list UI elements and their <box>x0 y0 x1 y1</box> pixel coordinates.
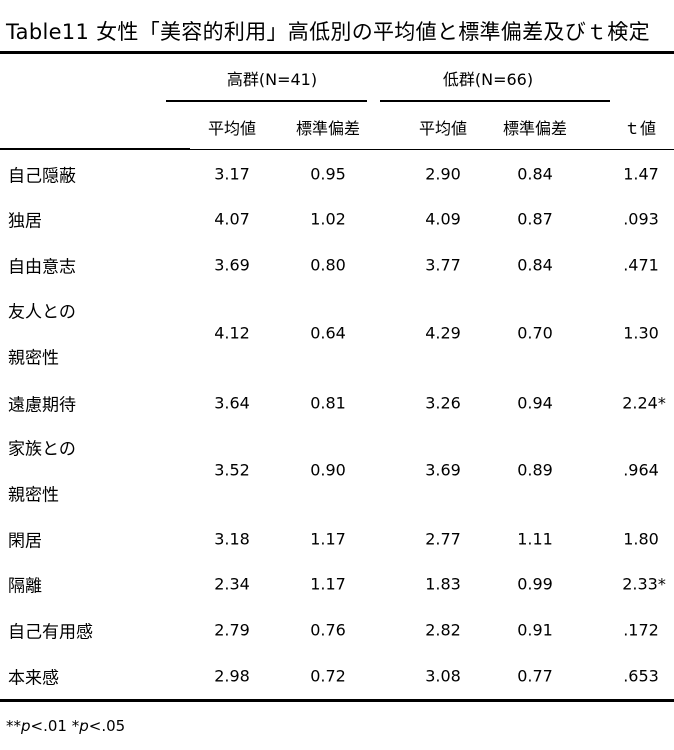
cell-high-mean: 3.69 <box>214 255 250 275</box>
cell-high-sd: 0.80 <box>310 255 346 275</box>
cell-low-sd: 0.99 <box>517 574 553 594</box>
top-rule <box>0 51 674 54</box>
cell-low-sd: 1.11 <box>517 529 553 549</box>
footnote-p-2: p <box>79 717 89 735</box>
row-label: 本来感 <box>8 668 59 689</box>
cell-high-mean: 3.17 <box>214 164 250 184</box>
footnote-threshold-1: <.01 * <box>30 717 80 735</box>
cell-t: .471 <box>623 255 659 275</box>
cell-low-sd: 0.87 <box>517 209 553 229</box>
col-header-high-sd: 標準偏差 <box>295 119 361 138</box>
cell-high-mean: 2.34 <box>214 574 250 594</box>
row-label: 友人との <box>8 302 76 323</box>
cell-high-mean: 2.98 <box>214 666 250 686</box>
col-header-t: ｔ値 <box>623 119 657 138</box>
row-label: 閑居 <box>8 531 42 552</box>
bottom-rule <box>0 699 674 702</box>
cell-low-mean: 2.90 <box>425 164 461 184</box>
cell-high-mean: 4.07 <box>214 209 250 229</box>
cell-low-mean: 2.77 <box>425 529 461 549</box>
cell-low-sd: 0.70 <box>517 323 553 343</box>
row-label: 遠慮期待 <box>8 395 76 416</box>
cell-t: .093 <box>623 209 659 229</box>
cell-low-mean: 3.77 <box>425 255 461 275</box>
cell-low-mean: 1.83 <box>425 574 461 594</box>
group-header-low: 低群(N=66) <box>442 70 534 89</box>
cell-high-mean: 3.52 <box>214 460 250 480</box>
row-label: 家族との <box>8 439 76 460</box>
row-label: 自己有用感 <box>8 622 93 643</box>
cell-t: 1.80 <box>623 529 659 549</box>
cell-high-sd: 1.17 <box>310 529 346 549</box>
cell-t: 2.24* <box>622 393 666 413</box>
row-label: 自由意志 <box>8 257 76 278</box>
cell-low-sd: 0.84 <box>517 255 553 275</box>
cell-low-sd: 0.91 <box>517 620 553 640</box>
row-label: 独居 <box>8 211 42 232</box>
cell-t: 1.47 <box>623 164 659 184</box>
footnote-p-1: p <box>21 717 31 735</box>
footnote-threshold-2: <.05 <box>88 717 126 735</box>
header-rule <box>0 149 674 150</box>
cell-high-sd: 1.02 <box>310 209 346 229</box>
footnote: **p<.01 *p<.05 <box>6 717 125 735</box>
cell-low-sd: 0.77 <box>517 666 553 686</box>
col-header-high-mean: 平均値 <box>207 119 257 138</box>
cell-high-sd: 0.90 <box>310 460 346 480</box>
row-label-line2: 親密性 <box>8 485 59 506</box>
cell-high-sd: 0.76 <box>310 620 346 640</box>
col-header-low-sd: 標準偏差 <box>502 119 568 138</box>
cell-low-sd: 0.94 <box>517 393 553 413</box>
row-label: 自己隠蔽 <box>8 166 76 187</box>
row-label: 隔離 <box>8 576 42 597</box>
cell-low-mean: 2.82 <box>425 620 461 640</box>
cell-t: .653 <box>623 666 659 686</box>
cell-low-mean: 4.29 <box>425 323 461 343</box>
cell-low-mean: 3.69 <box>425 460 461 480</box>
cell-high-mean: 4.12 <box>214 323 250 343</box>
cell-high-mean: 2.79 <box>214 620 250 640</box>
cell-high-sd: 0.64 <box>310 323 346 343</box>
cell-high-mean: 3.64 <box>214 393 250 413</box>
col-header-low-mean: 平均値 <box>418 119 468 138</box>
cell-t: 2.33* <box>622 574 666 594</box>
row-label-line2: 親密性 <box>8 348 59 369</box>
cell-t: .964 <box>623 460 659 480</box>
cell-low-mean: 3.08 <box>425 666 461 686</box>
cell-high-mean: 3.18 <box>214 529 250 549</box>
cell-low-mean: 3.26 <box>425 393 461 413</box>
cell-high-sd: 0.95 <box>310 164 346 184</box>
cell-t: 1.30 <box>623 323 659 343</box>
cell-t: .172 <box>623 620 659 640</box>
cell-low-sd: 0.84 <box>517 164 553 184</box>
cell-high-sd: 0.81 <box>310 393 346 413</box>
cell-low-mean: 4.09 <box>425 209 461 229</box>
cell-high-sd: 1.17 <box>310 574 346 594</box>
group-rule-low <box>380 100 610 102</box>
footnote-stars-1: ** <box>6 717 21 735</box>
cell-high-sd: 0.72 <box>310 666 346 686</box>
cell-low-sd: 0.89 <box>517 460 553 480</box>
group-rule-high <box>166 100 367 102</box>
group-header-high: 高群(N=41) <box>226 70 318 89</box>
table-title: Table11 女性「美容的利用」高低別の平均値と標準偏差及びｔ検定 <box>6 20 650 44</box>
